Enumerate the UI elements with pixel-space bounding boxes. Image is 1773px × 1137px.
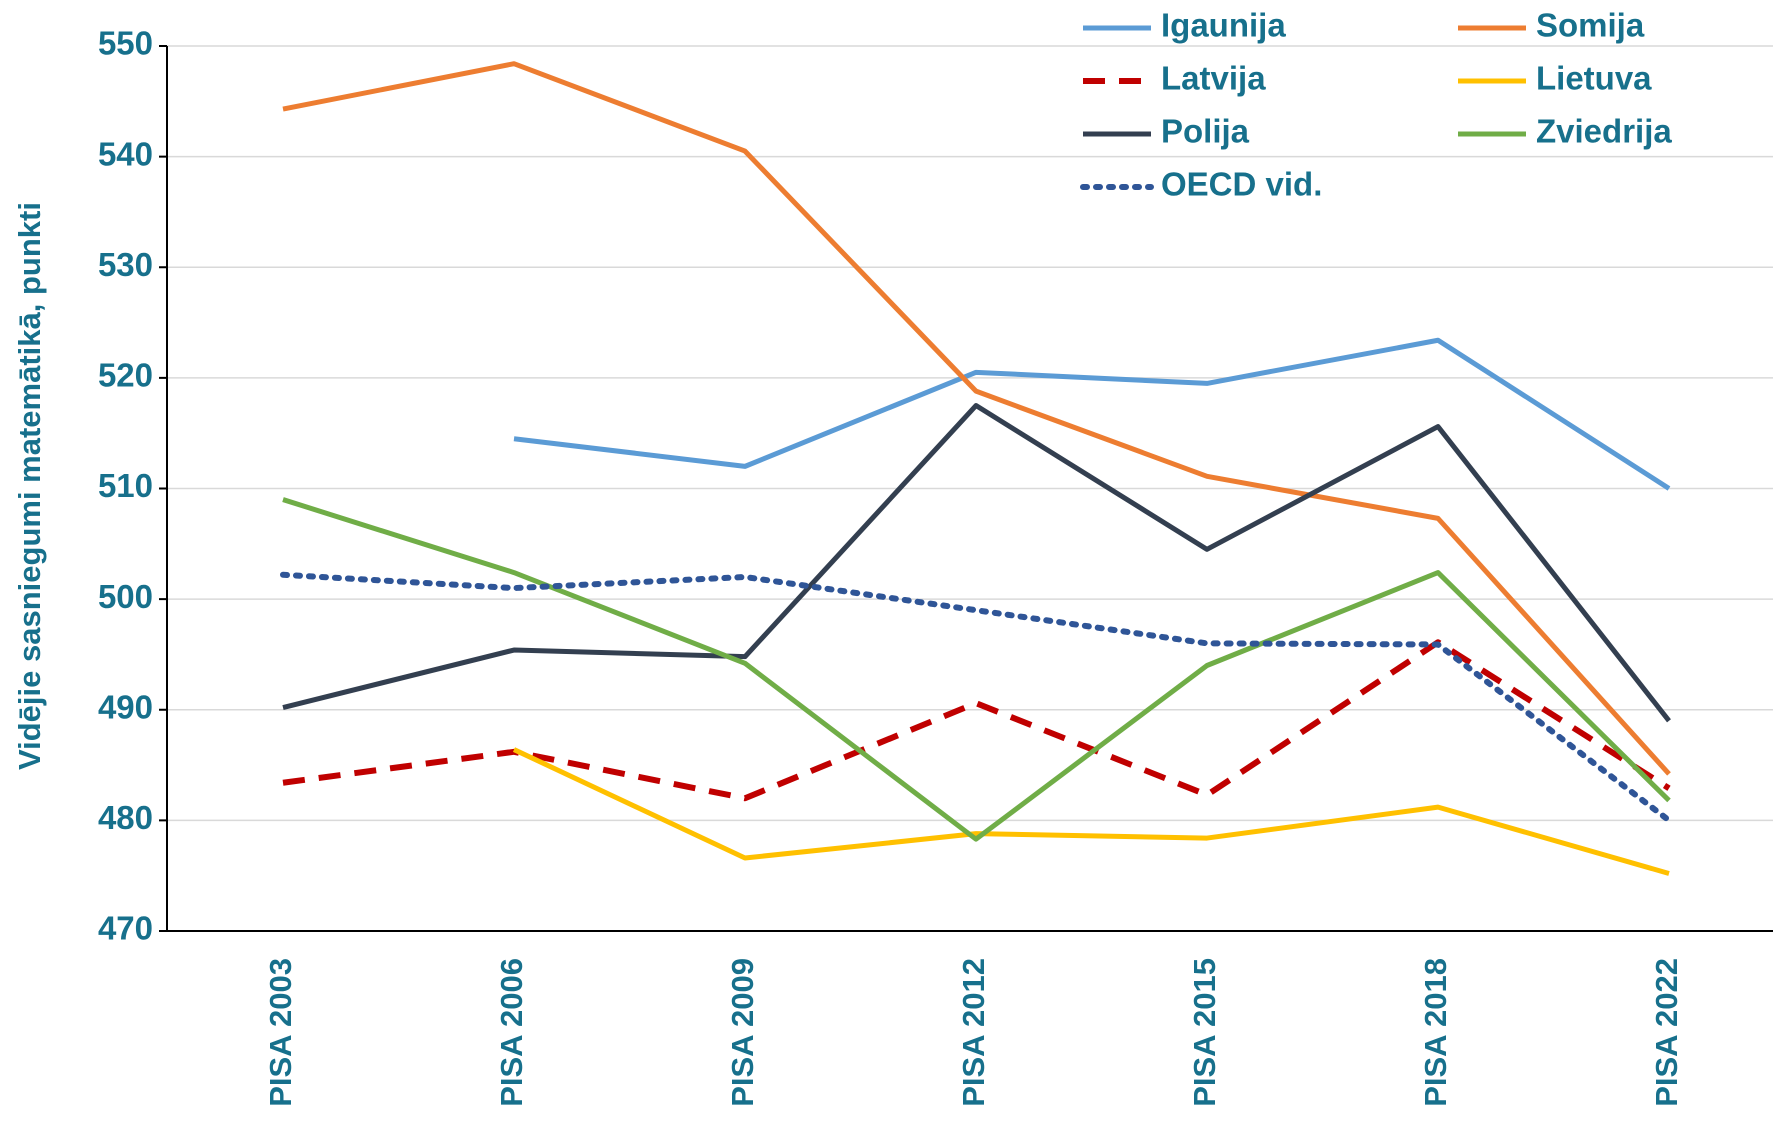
y-tick-label: 540 xyxy=(98,135,153,172)
y-tick-label: 470 xyxy=(98,910,153,947)
y-tick-label: 480 xyxy=(98,799,153,836)
x-tick-label: PISA 2009 xyxy=(725,958,760,1107)
x-tick-label: PISA 2006 xyxy=(494,958,529,1107)
legend-label: OECD vid. xyxy=(1161,166,1322,203)
y-tick-label: 500 xyxy=(98,578,153,615)
x-tick-label: PISA 2003 xyxy=(263,958,298,1107)
series-line xyxy=(282,497,1671,842)
y-tick-label: 510 xyxy=(98,467,153,504)
y-tick-label: 490 xyxy=(98,688,153,725)
legend-label: Igaunija xyxy=(1161,7,1286,44)
y-tick-label: 530 xyxy=(98,246,153,283)
legend-label: Latvija xyxy=(1161,60,1266,97)
series-line xyxy=(280,571,1672,824)
legend-label: Zviedrija xyxy=(1536,113,1672,150)
x-tick-label: PISA 2015 xyxy=(1187,958,1222,1107)
series-line xyxy=(282,403,1671,723)
y-axis-label: Vidējie sasniegumi matemātikā, punkti xyxy=(12,202,47,770)
legend-label: Polija xyxy=(1161,113,1250,150)
series-line xyxy=(513,337,1671,491)
x-tick-label: PISA 2018 xyxy=(1418,958,1453,1107)
legend-label: Somija xyxy=(1536,7,1645,44)
legend-label: Lietuva xyxy=(1536,60,1652,97)
x-tick-label: PISA 2012 xyxy=(956,958,991,1107)
series-line xyxy=(282,61,1671,776)
y-tick-label: 520 xyxy=(98,357,153,394)
series-line xyxy=(512,747,1670,876)
series-line xyxy=(282,639,1671,802)
x-tick-label: PISA 2022 xyxy=(1649,958,1684,1107)
y-tick-label: 550 xyxy=(98,25,153,62)
